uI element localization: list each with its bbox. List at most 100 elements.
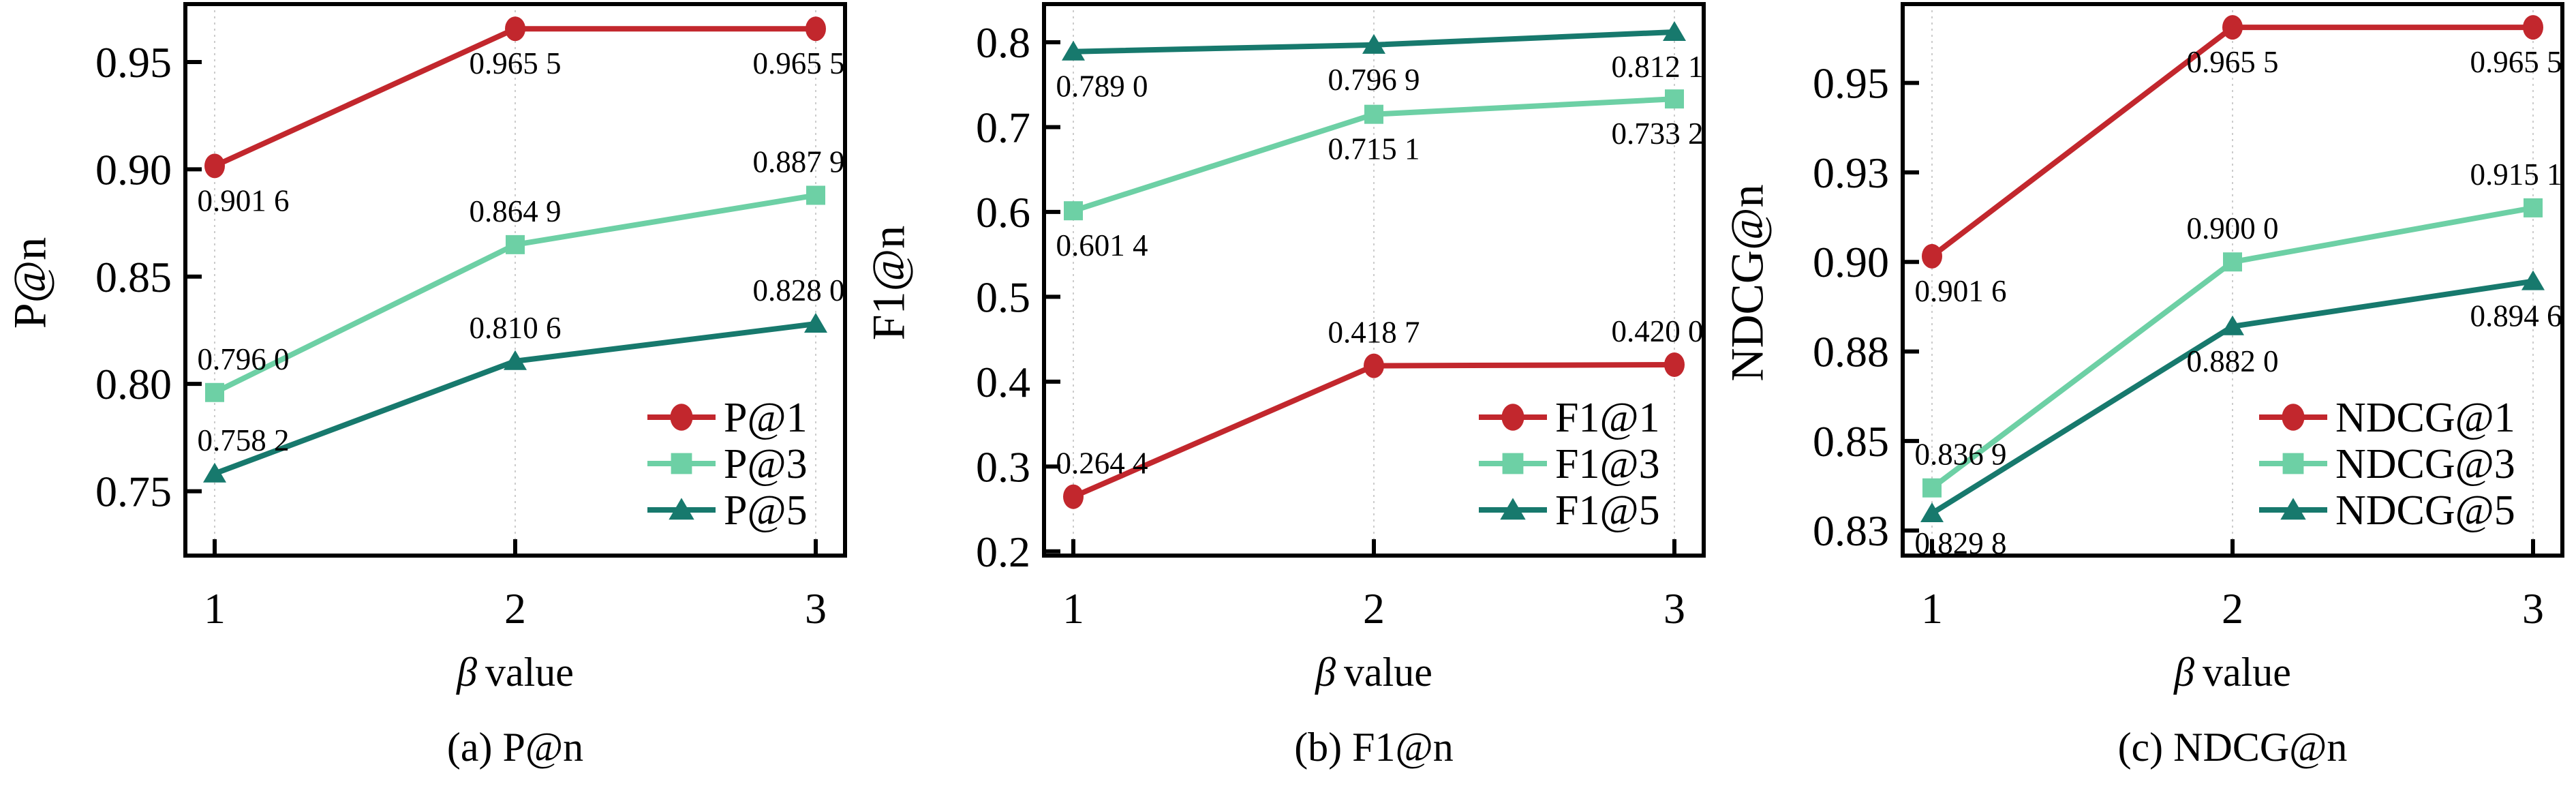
- y-tick-label: 0.7: [976, 103, 1030, 151]
- y-tick-label: 0.88: [1813, 328, 1889, 376]
- x-tick-label: 3: [2522, 584, 2544, 633]
- data-point-square: [1665, 89, 1684, 109]
- legend-square-marker: [671, 453, 692, 474]
- data-point-circle: [2523, 15, 2543, 40]
- legend-label: NDCG@1: [2335, 395, 2515, 441]
- data-point-circle: [1922, 243, 1942, 269]
- y-tick-label: 0.85: [1813, 417, 1889, 466]
- legend-circle-marker: [2282, 404, 2305, 431]
- data-point-label: 0.418 7: [1328, 316, 1420, 350]
- data-point-label: 0.965 5: [753, 46, 845, 80]
- data-point-label: 0.264 4: [1056, 447, 1148, 481]
- y-tick-label: 0.83: [1813, 507, 1889, 555]
- y-tick-label: 0.80: [95, 360, 172, 408]
- data-point-label: 0.758 2: [198, 423, 290, 457]
- y-tick-label: 0.90: [1813, 238, 1889, 286]
- data-point-label: 0.733 2: [1612, 117, 1704, 151]
- y-tick-label: 0.85: [95, 253, 172, 301]
- data-point-circle: [204, 153, 225, 179]
- legend-label: F1@5: [1555, 487, 1660, 534]
- legend-square-marker: [2282, 453, 2304, 474]
- data-point-circle: [505, 16, 525, 42]
- chart-panel-a: 0.75 0.80 0.85 0.90 0.95 1 2 3 0.901 6 0.965 5 0.9…: [0, 0, 859, 786]
- beta-symbol: β: [2174, 650, 2194, 695]
- legend-square-marker: [1502, 453, 1524, 474]
- data-point-label: 0.836 9: [1915, 438, 2007, 472]
- x-tick-label: 2: [504, 584, 526, 633]
- data-point-label: 0.965 5: [2470, 45, 2562, 79]
- data-point-label: 0.810 6: [470, 311, 562, 345]
- data-point-triangle: [2221, 315, 2244, 335]
- data-point-triangle: [1362, 33, 1385, 54]
- legend-label: NDCG@5: [2335, 487, 2515, 534]
- plot-area-f1-at-n: 0.2 0.3 0.4 0.5 0.6 0.7 0.8 1 2 3 0.264 4 0.418 7 0.…: [976, 2, 1706, 633]
- x-axis-label-word: value: [2202, 650, 2291, 695]
- data-point-label: 0.601 4: [1056, 228, 1148, 262]
- data-point-label: 0.812 1: [1612, 50, 1704, 84]
- data-point-circle: [1664, 352, 1685, 377]
- x-tick-label: 1: [204, 584, 226, 633]
- legend-label: NDCG@3: [2335, 441, 2515, 487]
- legend-label: P@5: [724, 487, 808, 534]
- data-point-triangle: [504, 350, 527, 370]
- data-point-triangle: [203, 462, 226, 483]
- data-point-label: 0.894 6: [2470, 299, 2562, 333]
- y-tick-label: 0.5: [976, 273, 1030, 321]
- y-tick-label: 0.8: [976, 18, 1030, 67]
- y-axis-label: NDCG@n: [1721, 184, 1773, 382]
- data-point-square: [506, 235, 525, 254]
- data-point-square: [2524, 198, 2543, 217]
- x-tick-label: 1: [1921, 584, 1943, 633]
- x-axis-label-word: value: [1343, 650, 1432, 695]
- legend-circle-marker: [670, 404, 693, 431]
- legend-label: F1@3: [1555, 441, 1660, 487]
- y-tick-label: 0.6: [976, 188, 1030, 237]
- data-point-square: [205, 382, 224, 402]
- y-tick-label: 0.2: [976, 528, 1030, 576]
- x-axis-label: β value: [2174, 649, 2291, 696]
- x-axis-label-word: value: [485, 650, 574, 695]
- data-point-square: [2223, 252, 2242, 272]
- plot-area-p-at-n: 0.75 0.80 0.85 0.90 0.95 1 2 3 0.901 6 0.965 5 0.9…: [95, 2, 847, 633]
- data-point-label: 0.915 1: [2470, 157, 2562, 192]
- x-tick-label: 3: [1663, 584, 1685, 633]
- data-point-triangle: [1062, 40, 1085, 61]
- plot-area-ndcg-at-n: 0.83 0.85 0.88 0.90 0.93 0.95 1 2 3 0.901 6 0.965 …: [1813, 2, 2564, 633]
- x-tick-label: 2: [2222, 584, 2243, 633]
- y-tick-label: 0.95: [1813, 59, 1889, 108]
- chart-panel-c: 0.83 0.85 0.88 0.90 0.93 0.95 1 2 3 0.901 6 0.965 …: [1717, 0, 2576, 786]
- x-tick-label: 3: [805, 584, 827, 633]
- data-point-square: [1922, 478, 1942, 498]
- legend-circle-marker: [1501, 404, 1524, 431]
- data-point-label: 0.828 0: [753, 273, 845, 307]
- chart-panel-b: 0.2 0.3 0.4 0.5 0.6 0.7 0.8 1 2 3 0.264 4 0.418 7 0.…: [859, 0, 1717, 786]
- y-tick-label: 0.95: [95, 38, 172, 87]
- data-point-label: 0.796 0: [198, 342, 290, 376]
- x-tick-label: 1: [1062, 584, 1084, 633]
- data-point-triangle: [1920, 502, 1944, 523]
- data-point-label: 0.829 8: [1915, 526, 2007, 560]
- data-point-square: [1364, 104, 1383, 124]
- data-point-label: 0.887 9: [753, 145, 845, 179]
- data-point-triangle: [2521, 270, 2545, 290]
- x-axis-label: β value: [1315, 649, 1432, 696]
- data-point-square: [1064, 201, 1083, 221]
- data-point-label: 0.789 0: [1056, 70, 1148, 104]
- data-point-label: 0.796 9: [1328, 63, 1420, 97]
- legend-label: P@3: [724, 441, 808, 487]
- beta-symbol: β: [1315, 650, 1336, 695]
- subplot-caption-c: (c) NDCG@n: [2117, 725, 2348, 770]
- beta-symbol: β: [457, 650, 477, 695]
- y-axis-label: P@n: [3, 237, 56, 329]
- data-point-label: 0.715 1: [1328, 132, 1420, 166]
- legend-triangle-marker: [1500, 498, 1526, 520]
- y-tick-label: 0.4: [976, 358, 1030, 406]
- data-point-label: 0.420 0: [1612, 314, 1704, 348]
- legend-triangle-marker: [2280, 498, 2306, 520]
- subplot-caption-a: (a) P@n: [446, 725, 584, 770]
- y-tick-label: 0.93: [1813, 149, 1889, 197]
- data-point-triangle: [1663, 20, 1686, 41]
- data-point-circle: [1364, 353, 1384, 378]
- data-point-label: 0.901 6: [1915, 274, 2007, 308]
